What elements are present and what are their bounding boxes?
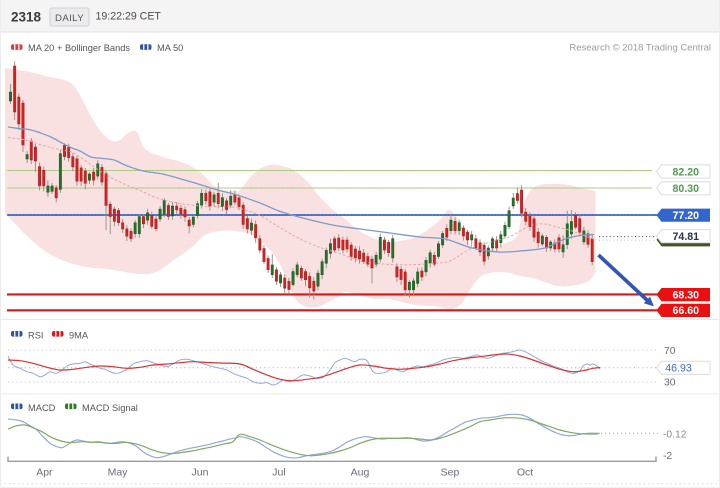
svg-text:-0.12: -0.12 [663,430,687,441]
svg-text:MA 50: MA 50 [157,43,183,53]
svg-text:Apr: Apr [36,467,53,479]
svg-text:30: 30 [664,378,676,389]
svg-text:May: May [108,467,129,479]
svg-text:Jul: Jul [272,467,285,479]
svg-text:66.60: 66.60 [673,305,700,317]
svg-text:80.30: 80.30 [673,183,700,195]
svg-text:Research © 2018 Trading Centra: Research © 2018 Trading Central [569,43,711,54]
svg-text:MACD: MACD [28,403,56,413]
svg-text:46.93: 46.93 [665,363,692,375]
svg-text:Oct: Oct [517,467,533,479]
svg-text:74.81: 74.81 [673,231,700,243]
svg-text:68.30: 68.30 [673,289,700,301]
svg-text:82.20: 82.20 [673,166,700,178]
svg-text:Sep: Sep [441,467,460,479]
svg-text:MACD Signal: MACD Signal [82,403,138,413]
svg-text:9MA: 9MA [69,331,89,341]
svg-text:Jun: Jun [192,467,209,479]
svg-text:MA 20 + Bollinger Bands: MA 20 + Bollinger Bands [28,43,130,53]
svg-text:Aug: Aug [351,467,370,479]
svg-text:RSI: RSI [28,331,44,341]
svg-text:-2: -2 [663,451,672,462]
svg-text:2318: 2318 [11,10,42,25]
svg-text:70: 70 [664,346,676,357]
svg-text:77.20: 77.20 [673,210,700,222]
svg-text:DAILY: DAILY [55,13,84,24]
svg-text:19:22:29 CET: 19:22:29 CET [96,11,162,23]
